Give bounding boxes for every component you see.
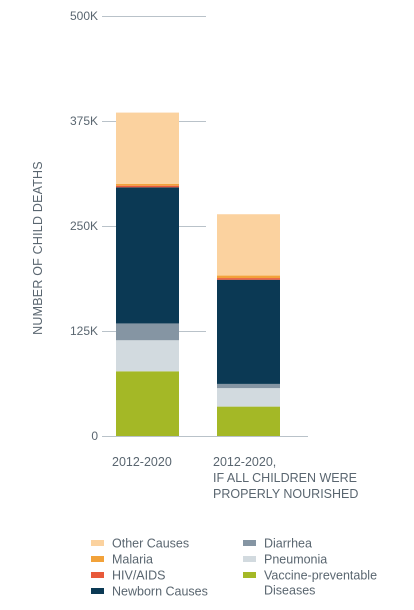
bar-segment-other-causes xyxy=(217,214,280,276)
legend-label: HIV/AIDS xyxy=(112,568,166,583)
y-tick-label: 375K xyxy=(70,114,98,128)
bar-segment-pneumonia xyxy=(217,388,280,407)
legend-item-malaria: Malaria xyxy=(91,552,153,567)
legend-label: Diseases xyxy=(264,583,316,598)
y-tick-label: 0 xyxy=(91,429,98,443)
bar-segment-malaria xyxy=(217,275,280,279)
legend-swatch xyxy=(91,555,104,562)
legend-swatch xyxy=(243,539,256,546)
bars xyxy=(116,112,280,436)
bar-segment-hiv-aids xyxy=(217,278,280,280)
category-labels: 2012-2020 2012-2020, IF ALL CHILDREN WERE P… xyxy=(112,455,358,501)
bar-segment-diarrhea xyxy=(217,383,280,389)
legend-item-hiv-aids: HIV/AIDS xyxy=(91,568,166,583)
legend-item-other-causes: Other Causes xyxy=(91,536,189,551)
bar-segment-newborn-causes xyxy=(217,279,280,384)
legend-label: Malaria xyxy=(112,552,153,567)
legend-item-newborn-causes: Newborn Causes xyxy=(91,584,208,599)
legend-label: Other Causes xyxy=(112,536,190,551)
legend-swatch xyxy=(91,571,104,578)
bar-segment-newborn-causes xyxy=(116,187,179,324)
legend-label: Newborn Causes xyxy=(112,584,208,599)
y-tick-label: 250K xyxy=(70,219,98,233)
y-axis-label: NUMBER OF CHILD DEATHS xyxy=(31,161,45,335)
legend-label: Vaccine-preventable xyxy=(264,568,378,583)
category-label: IF ALL CHILDREN WERE xyxy=(213,471,357,485)
legend-swatch xyxy=(243,571,256,578)
category-label: 2012-2020, xyxy=(213,455,276,469)
bar-segment-pneumonia xyxy=(116,340,179,372)
bar-segment-vaccine-preventable-diseases xyxy=(116,371,179,436)
bar-segment-vaccine-preventable-diseases xyxy=(217,406,280,436)
legend-swatch xyxy=(91,539,104,546)
legend-item-vaccine-preventable-diseases: Vaccine-preventable Diseases xyxy=(243,568,377,597)
legend-item-pneumonia: Pneumonia xyxy=(243,552,327,567)
category-label: PROPERLY NOURISHED xyxy=(213,487,358,501)
bar-segment-other-causes xyxy=(116,112,179,184)
legend-swatch xyxy=(91,587,104,594)
legend-item-diarrhea: Diarrhea xyxy=(243,536,312,551)
category-label: 2012-2020 xyxy=(112,455,172,469)
y-axis: 0 125K 250K 375K 500K xyxy=(70,9,308,443)
legend-swatch xyxy=(243,555,256,562)
y-tick-label: 500K xyxy=(70,9,98,23)
y-tick-label: 125K xyxy=(70,324,98,338)
legend-label: Diarrhea xyxy=(264,536,312,551)
legend-label: Pneumonia xyxy=(264,552,328,567)
bar-segment-hiv-aids xyxy=(116,185,179,188)
bar-segment-diarrhea xyxy=(116,323,179,341)
bar-segment-malaria xyxy=(116,184,179,186)
